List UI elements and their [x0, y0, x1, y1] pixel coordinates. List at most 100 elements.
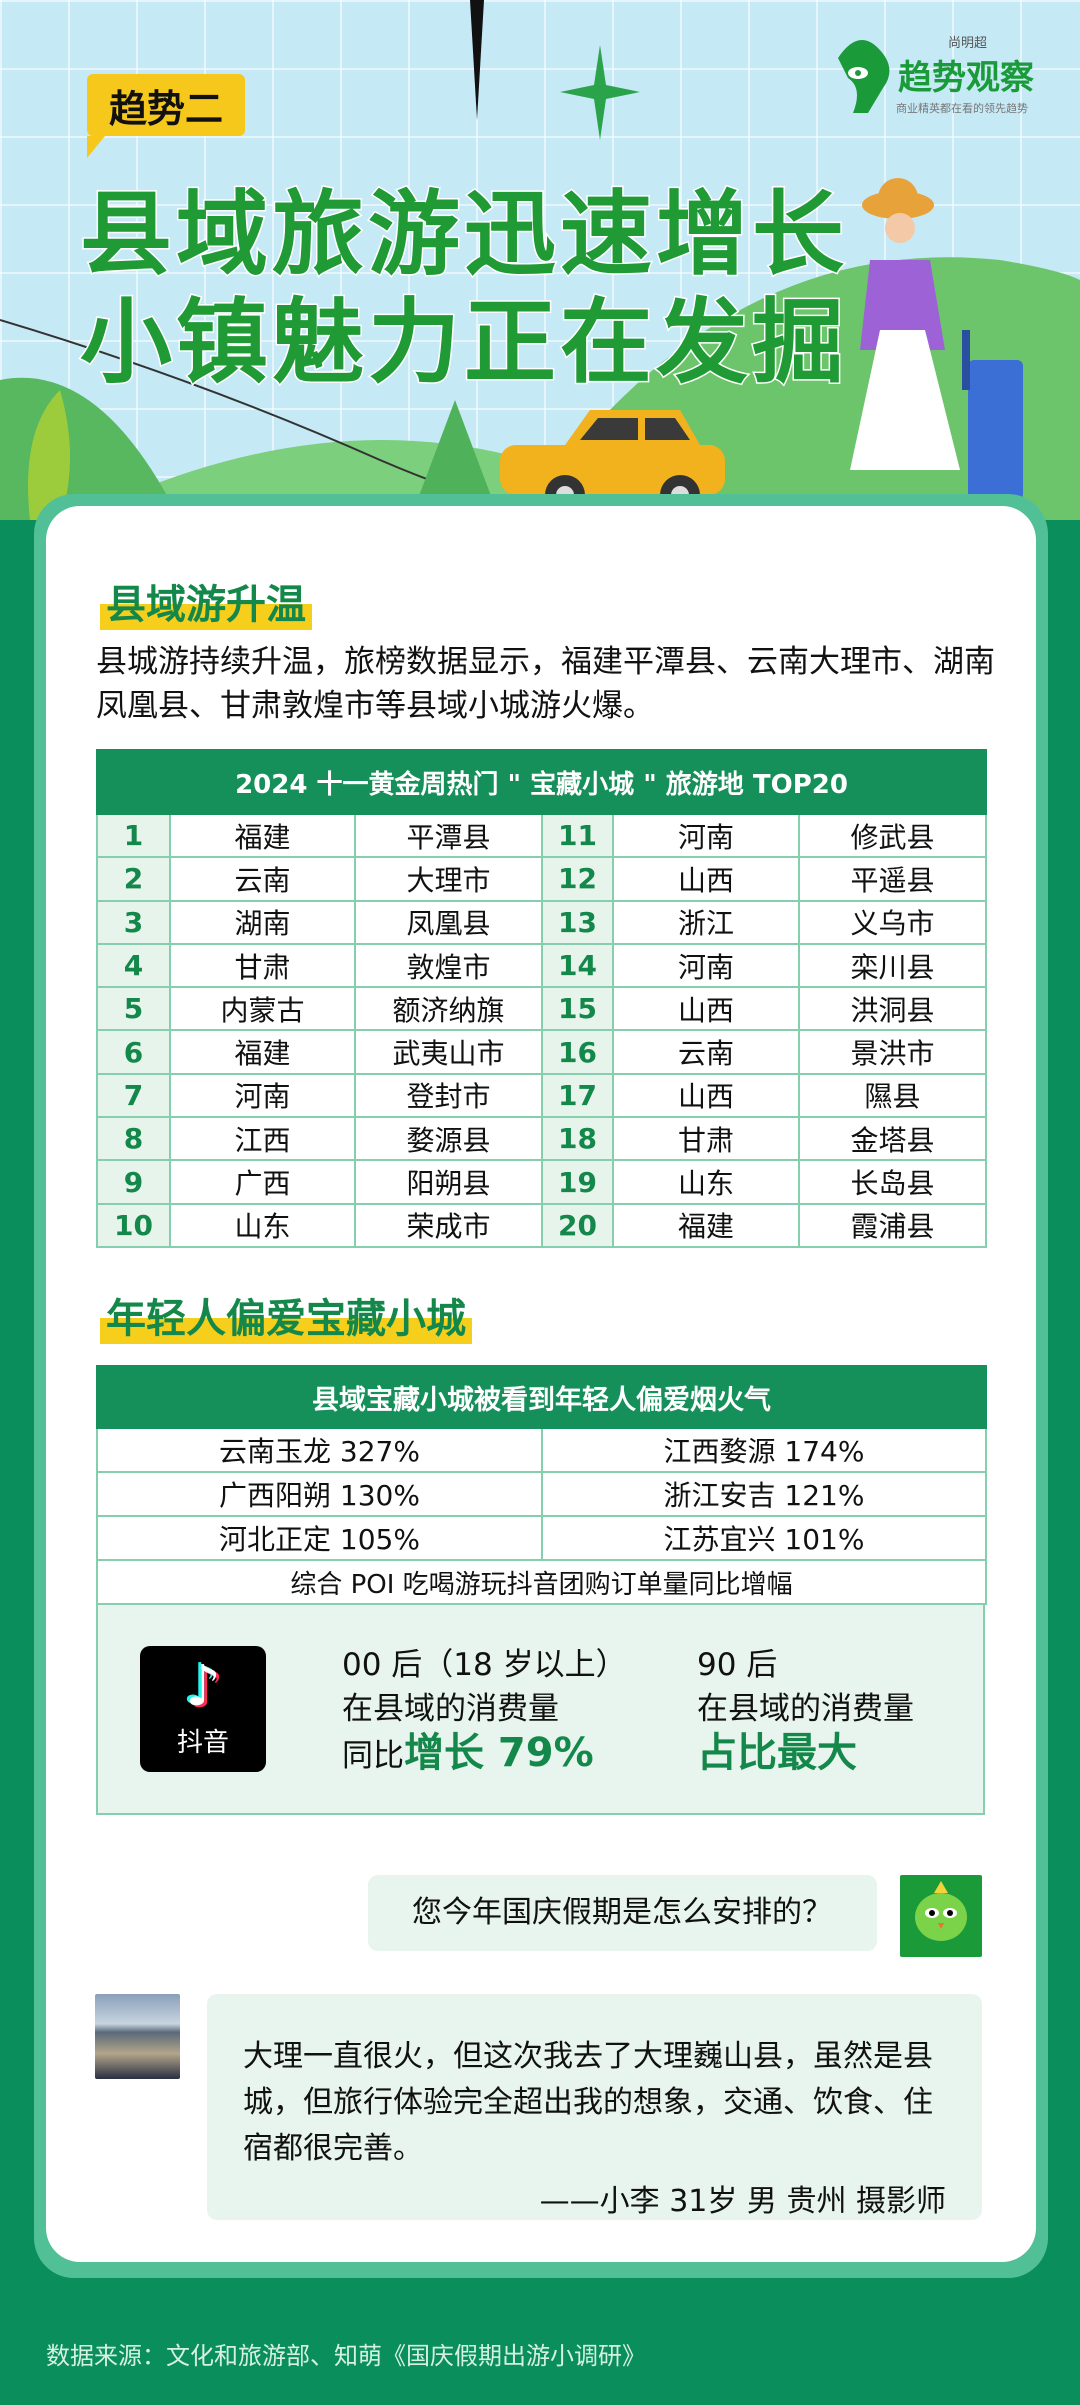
province-cell: 福建	[169, 1029, 356, 1075]
province-cell: 云南	[169, 856, 356, 902]
brand-logo: 尚明超 趋势观察 商业精英都在看的领先趋势	[828, 28, 1058, 118]
table-row: 10 山东 荣成市 20 福建 霞浦县	[96, 1202, 988, 1248]
mascot-icon	[915, 1881, 967, 1941]
rank-cell: 11	[541, 812, 614, 859]
rank-cell: 5	[96, 986, 171, 1032]
city-cell: 金塔县	[797, 1116, 988, 1162]
table-row: 8 江西 婺源县 18 甘肃 金塔县	[96, 1116, 988, 1162]
rank-cell: 6	[96, 1029, 171, 1075]
city-cell: 平遥县	[797, 856, 988, 902]
growth-cell: 云南玉龙 327%	[96, 1427, 543, 1473]
growth-cell: 浙江安吉 121%	[541, 1471, 987, 1517]
city-cell: 婺源县	[354, 1116, 543, 1162]
table-row: 4 甘肃 敦煌市 14 河南 栾川县	[96, 942, 988, 989]
page-title-line2: 小镇魅力正在发掘	[78, 288, 849, 398]
rank-cell: 10	[96, 1202, 171, 1248]
rank-cell: 2	[96, 856, 171, 902]
growth-cell: 广西阳朔 130%	[96, 1471, 543, 1517]
province-cell: 广西	[169, 1159, 356, 1205]
rank-cell: 1	[96, 812, 171, 859]
province-cell: 福建	[612, 1202, 800, 1248]
table-row: 5 内蒙古 额济纳旗 15 山西 洪洞县	[96, 986, 988, 1032]
province-cell: 河南	[612, 942, 800, 989]
table-row: 广西阳朔 130% 浙江安吉 121%	[96, 1471, 987, 1517]
table-row: 河北正定 105% 江苏宜兴 101%	[96, 1515, 987, 1561]
city-cell: 霞浦县	[797, 1202, 988, 1248]
rank-cell: 15	[541, 986, 614, 1032]
city-cell: 阳朔县	[354, 1159, 543, 1205]
city-cell: 景洪市	[797, 1029, 988, 1075]
province-cell: 河南	[169, 1072, 356, 1119]
growth-table: 县域宝藏小城被看到年轻人偏爱烟火气 云南玉龙 327% 江西婺源 174% 广西阳朔…	[96, 1365, 987, 1605]
table-row: 3 湖南 凤凰县 13 浙江 义乌市	[96, 899, 988, 945]
city-cell: 修武县	[797, 812, 988, 859]
city-cell: 荣成市	[354, 1202, 543, 1248]
consumption-stats: ♪ 抖音 00 后（18 岁以上） 在县域的消费量 同比增长 79% 90 后 …	[96, 1603, 985, 1815]
hero-illustration	[0, 0, 1080, 520]
eye-hand-logo-icon	[838, 40, 890, 113]
table-row: 7 河南 登封市 17 山西 隰县	[96, 1072, 988, 1119]
rank-cell: 9	[96, 1159, 171, 1205]
province-cell: 浙江	[612, 899, 800, 945]
hero-banner: 趋势二 县域旅游迅速增长 小镇魅力正在发掘 尚明超 趋势观察 商业精英都在看的领…	[0, 0, 1080, 520]
quote-signature: ——小李 31岁 男 贵州 摄影师	[539, 2184, 946, 2219]
rank-cell: 4	[96, 942, 171, 989]
mascot-avatar	[900, 1875, 982, 1957]
growth-cell: 河北正定 105%	[96, 1515, 543, 1561]
city-cell: 额济纳旗	[354, 986, 543, 1032]
question-bubble: 您今年国庆假期是怎么安排的？	[368, 1875, 877, 1951]
section-heading-young-people: 年轻人偏爱宝藏小城	[100, 1286, 472, 1344]
rank-cell: 7	[96, 1072, 171, 1119]
city-cell: 洪洞县	[797, 986, 988, 1032]
rank-cell: 12	[541, 856, 614, 902]
user-avatar-photo	[95, 1994, 180, 2079]
growth-cell: 江西婺源 174%	[541, 1427, 987, 1473]
province-cell: 山西	[612, 986, 800, 1032]
city-cell: 平潭县	[354, 812, 543, 859]
stat-post00: 00 后（18 岁以上） 在县域的消费量 同比增长 79%	[342, 1647, 627, 1776]
stat-post90: 90 后 在县域的消费量 占比最大	[697, 1647, 914, 1776]
douyin-app-icon: ♪ 抖音	[140, 1646, 266, 1772]
table-title: 2024 十一黄金周热门 " 宝藏小城 " 旅游地 TOP20	[95, 749, 988, 815]
city-cell: 隰县	[797, 1072, 988, 1119]
province-cell: 河南	[612, 812, 800, 859]
province-cell: 湖南	[169, 899, 356, 945]
trend-badge: 趋势二	[87, 74, 245, 158]
city-cell: 长岛县	[797, 1159, 988, 1205]
table-row: 云南玉龙 327% 江西婺源 174%	[96, 1427, 987, 1473]
rank-cell: 18	[541, 1116, 614, 1162]
province-cell: 甘肃	[169, 942, 356, 989]
answer-bubble: 大理一直很火，但这次我去了大理巍山县，虽然是县城，但旅行体验完全超出我的想象，交…	[207, 1994, 982, 2220]
province-cell: 山东	[612, 1159, 800, 1205]
table-row: 2 云南 大理市 12 山西 平遥县	[96, 856, 988, 902]
table-footer: 综合 POI 吃喝游玩抖音团购订单量同比增幅	[96, 1559, 987, 1605]
province-cell: 山东	[169, 1202, 356, 1248]
rank-cell: 8	[96, 1116, 171, 1162]
province-cell: 内蒙古	[169, 986, 356, 1032]
province-cell: 福建	[169, 812, 356, 859]
top20-table: 2024 十一黄金周热门 " 宝藏小城 " 旅游地 TOP20 1 福建 平潭县 11…	[95, 749, 988, 1248]
rank-cell: 17	[541, 1072, 614, 1119]
section-heading-county-tourism: 县域游升温	[100, 572, 312, 630]
rank-cell: 14	[541, 942, 614, 989]
rank-cell: 16	[541, 1029, 614, 1075]
city-cell: 登封市	[354, 1072, 543, 1119]
rank-cell: 20	[541, 1202, 614, 1248]
province-cell: 甘肃	[612, 1116, 800, 1162]
rank-cell: 19	[541, 1159, 614, 1205]
city-cell: 义乌市	[797, 899, 988, 945]
province-cell: 江西	[169, 1116, 356, 1162]
province-cell: 山西	[612, 856, 800, 902]
music-note-icon: ♪	[185, 1654, 221, 1719]
section-body-text: 县城游持续升温，旅榜数据显示，福建平潭县、云南大理市、湖南凤凰县、甘肃敦煌市等县…	[96, 644, 995, 724]
table-title: 县域宝藏小城被看到年轻人偏爱烟火气	[96, 1365, 987, 1429]
table-row: 1 福建 平潭县 11 河南 修武县	[96, 812, 988, 859]
page-title-line1: 县域旅游迅速增长	[78, 180, 849, 290]
city-cell: 凤凰县	[354, 899, 543, 945]
city-cell: 武夷山市	[354, 1029, 543, 1075]
province-cell: 山西	[612, 1072, 800, 1119]
city-cell: 敦煌市	[354, 942, 543, 989]
rank-cell: 3	[96, 899, 171, 945]
table-row: 9 广西 阳朔县 19 山东 长岛县	[96, 1159, 988, 1205]
growth-cell: 江苏宜兴 101%	[541, 1515, 987, 1561]
